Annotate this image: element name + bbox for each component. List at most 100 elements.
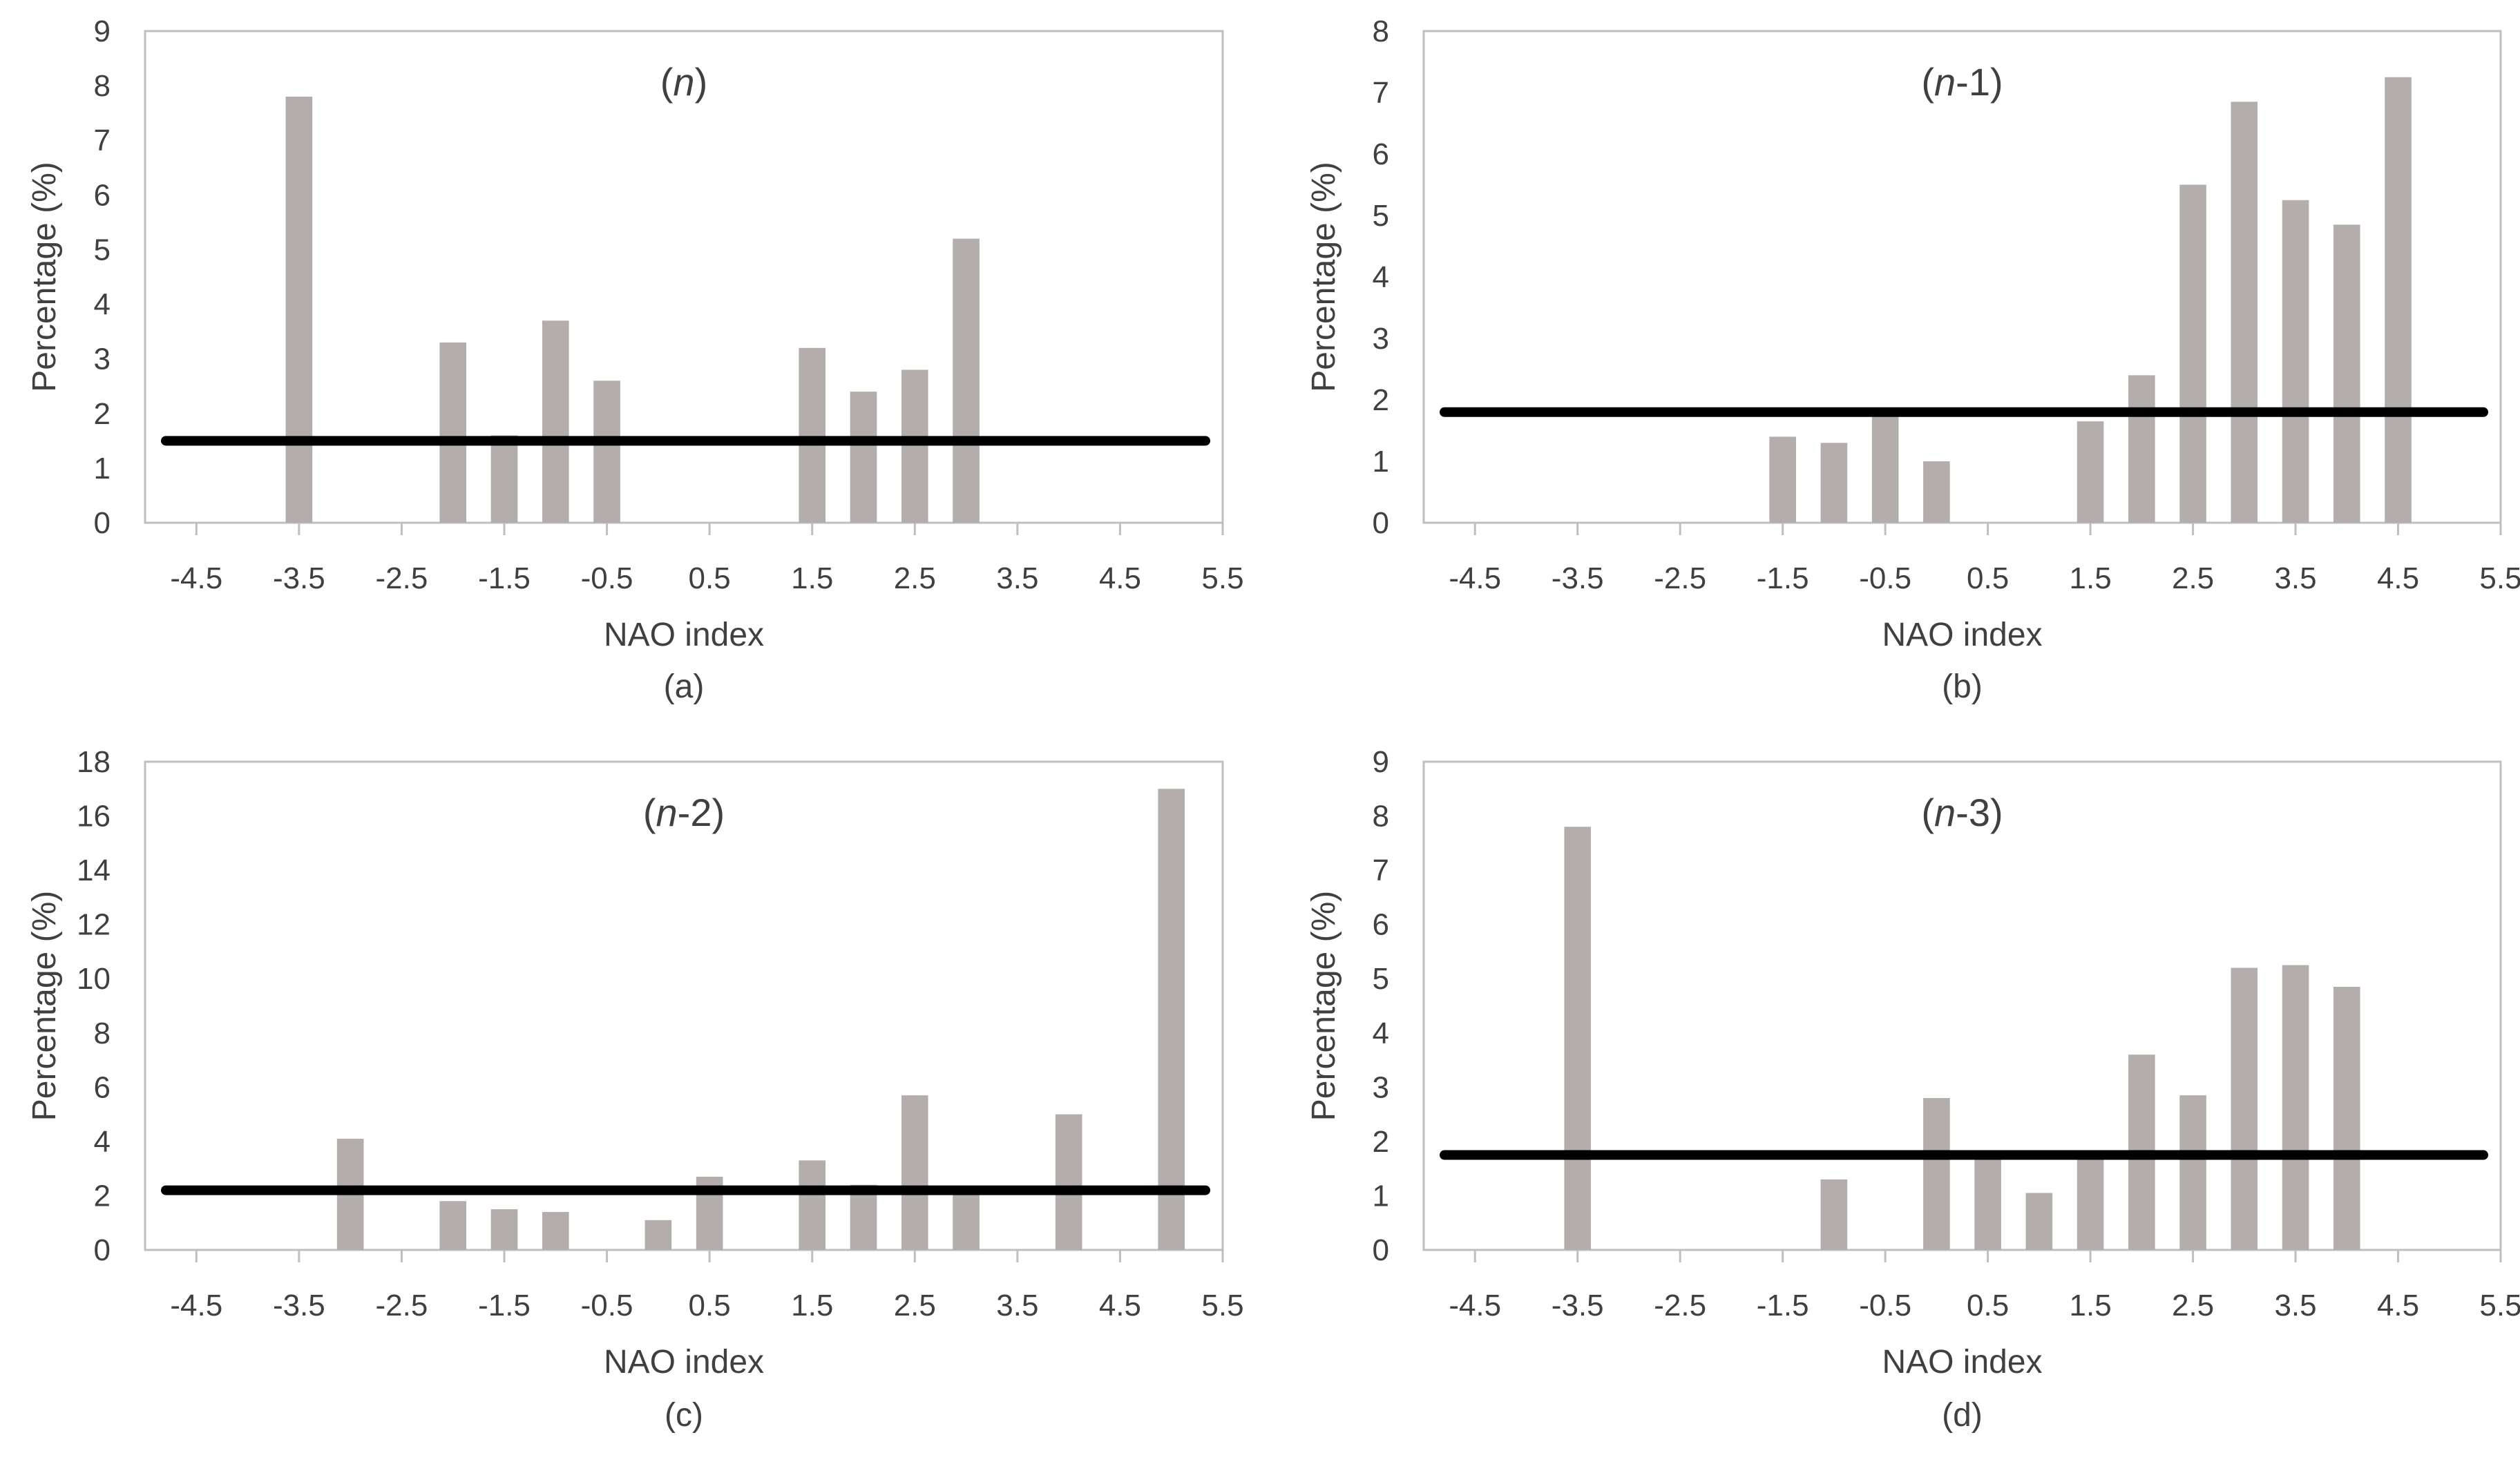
bar (2231, 967, 2258, 1250)
chart-title: (n-1) (1921, 60, 2003, 104)
x-tick-label: 0.5 (1967, 561, 2009, 595)
bar (1820, 443, 1848, 523)
plot-frame (1422, 30, 2502, 524)
x-tick-label: 3.5 (996, 1289, 1038, 1322)
bar (645, 1220, 672, 1250)
y-tick-label: 9 (1373, 745, 1389, 779)
y-tick-label: 1 (1373, 445, 1389, 479)
x-tick-label: 0.5 (689, 1289, 731, 1322)
panel-caption: (d) (1942, 1397, 1983, 1434)
bar (2282, 200, 2309, 523)
bar (2282, 965, 2309, 1250)
x-axis-label: NAO index (604, 617, 764, 653)
x-tick-label: 5.5 (2479, 1289, 2520, 1322)
y-tick-label: 4 (1373, 260, 1389, 294)
x-tick-label: 3.5 (2274, 561, 2316, 595)
bar (542, 320, 569, 523)
y-tick-label: 0 (94, 1233, 111, 1267)
y-tick-label: 18 (77, 745, 111, 779)
y-tick-label: 0 (94, 506, 111, 540)
x-tick-label: -4.5 (1449, 561, 1501, 595)
bar (1055, 1114, 1082, 1250)
bar (1923, 461, 1950, 523)
x-tick-label: -0.5 (1859, 1289, 1911, 1322)
y-tick-label: 3 (94, 343, 111, 376)
x-tick-label: -0.5 (581, 561, 633, 595)
x-tick-label: -0.5 (1859, 561, 1911, 595)
bar (1769, 436, 1796, 523)
y-tick-label: 5 (94, 233, 111, 267)
y-tick-label: 2 (94, 1179, 111, 1213)
x-tick-label: 0.5 (1967, 1289, 2009, 1322)
y-axis-label: Percentage (%) (26, 162, 63, 392)
y-tick-label: 6 (94, 1070, 111, 1104)
y-tick-label: 2 (1373, 1125, 1389, 1159)
y-axis-label: Percentage (%) (1306, 891, 1342, 1121)
x-tick-label: 5.5 (1201, 561, 1243, 595)
y-tick-label: 1 (94, 452, 111, 485)
x-tick-label: -2.5 (1654, 561, 1706, 595)
y-tick-label: 2 (1373, 383, 1389, 417)
x-tick-label: -2.5 (376, 561, 428, 595)
panel-caption: (a) (664, 668, 705, 705)
x-tick-label: -1.5 (1757, 1289, 1809, 1322)
bar (2179, 1095, 2206, 1250)
y-axis-label: Percentage (%) (26, 891, 63, 1121)
bar (2025, 1193, 2053, 1250)
x-tick-label: -3.5 (273, 1289, 325, 1322)
x-tick-label: 1.5 (791, 1289, 833, 1322)
x-tick-label: 1.5 (2070, 561, 2112, 595)
y-tick-label: 14 (77, 854, 111, 887)
bar (2077, 421, 2104, 523)
y-axis-label: Percentage (%) (1306, 162, 1342, 392)
chart-title: (n) (660, 60, 707, 104)
x-tick-label: -4.5 (170, 1289, 222, 1322)
y-tick-label: 0 (1373, 1233, 1389, 1267)
bar (901, 1095, 928, 1250)
y-tick-label: 6 (94, 178, 111, 212)
x-axis-label: NAO index (604, 1344, 764, 1380)
x-axis-label: NAO index (1882, 617, 2042, 653)
bar (2333, 224, 2360, 523)
y-tick-label: 4 (94, 1125, 111, 1159)
bar (799, 1160, 826, 1250)
x-tick-label: -3.5 (273, 561, 325, 595)
y-tick-label: 4 (94, 288, 111, 322)
panel-caption: (c) (665, 1397, 703, 1434)
bar (490, 435, 518, 523)
x-tick-label: -2.5 (376, 1289, 428, 1322)
y-tick-label: 7 (94, 124, 111, 157)
y-tick-label: 12 (77, 908, 111, 942)
x-tick-label: 2.5 (894, 561, 936, 595)
bar (1158, 789, 1185, 1250)
x-tick-label: -4.5 (1449, 1289, 1501, 1322)
y-tick-label: 8 (94, 69, 111, 103)
x-tick-label: 4.5 (2377, 561, 2419, 595)
x-tick-label: -1.5 (1757, 561, 1809, 595)
x-tick-label: 2.5 (894, 1289, 936, 1322)
y-tick-label: 5 (1373, 199, 1389, 233)
bar (1564, 827, 1592, 1250)
y-tick-label: 6 (1373, 908, 1389, 942)
x-tick-label: -2.5 (1654, 1289, 1706, 1322)
bar (2077, 1155, 2104, 1250)
y-tick-label: 16 (77, 800, 111, 834)
bar (1820, 1179, 1848, 1250)
x-tick-label: 1.5 (791, 561, 833, 595)
panel-caption: (b) (1942, 668, 1983, 705)
bar (953, 238, 980, 523)
y-tick-label: 7 (1373, 854, 1389, 887)
y-tick-label: 1 (1373, 1179, 1389, 1213)
y-tick-label: 0 (1373, 506, 1389, 540)
bar (490, 1209, 518, 1250)
x-tick-label: -0.5 (581, 1289, 633, 1322)
bar (2128, 375, 2155, 523)
x-tick-label: 5.5 (2479, 561, 2520, 595)
y-tick-label: 10 (77, 962, 111, 996)
chart-panel-3: 0 2 4 6 8 10 12 14 16 18 -4.5 -3.5 -2.5 -1.5 -0.5 0.5 1.… (26, 745, 1244, 1434)
x-tick-label: 3.5 (996, 561, 1038, 595)
x-tick-label: 5.5 (1201, 1289, 1243, 1322)
bar (439, 342, 467, 523)
x-tick-label: 4.5 (2377, 1289, 2419, 1322)
